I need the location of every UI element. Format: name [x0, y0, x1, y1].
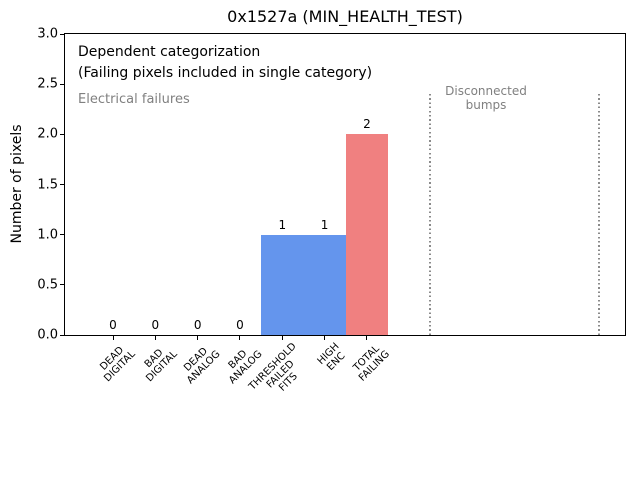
vline-electrical-disconnected-boundary: [429, 94, 432, 335]
bar-value-label: 1: [320, 217, 329, 232]
y-tick-mark: [60, 83, 64, 85]
x-tick-label: TOTAL FAILING: [351, 343, 392, 384]
x-tick-mark: [239, 336, 241, 340]
vline-disconnected-right-boundary: [597, 94, 600, 335]
x-tick-label: DEAD ANALOG: [181, 345, 223, 387]
annotation-dependent-categorization: Dependent categorization: [78, 44, 261, 60]
y-axis-label: Number of pixels: [9, 124, 25, 244]
y-tick-mark: [60, 334, 64, 336]
x-tick-label: HIGH ENC: [315, 341, 348, 374]
y-tick-label: 3.0: [37, 26, 58, 42]
y-tick-label: 1.0: [37, 227, 58, 243]
bar-value-label: 2: [363, 117, 371, 132]
x-tick-mark: [154, 336, 156, 340]
bar-value-label: 1: [278, 217, 287, 232]
bar-value-label: 0: [236, 318, 244, 332]
annotation-electrical-failures: Electrical failures: [78, 92, 190, 107]
x-tick-mark: [197, 336, 199, 340]
annotation-disconnected-bumps: Disconnected bumps: [445, 84, 527, 112]
bar-value-label: 0: [151, 318, 160, 332]
bar: [261, 234, 304, 335]
annotation-disconnected-line2: bumps: [465, 98, 507, 112]
y-tick-mark: [60, 133, 64, 135]
y-tick-label: 1.5: [37, 177, 58, 192]
y-tick-mark: [60, 184, 64, 185]
annotation-failing-pixels-note: (Failing pixels included in single categ…: [78, 65, 373, 81]
y-tick-mark: [60, 284, 64, 286]
y-tick-label: 0.0: [37, 327, 58, 343]
x-tick-mark: [281, 336, 283, 340]
x-tick-label: DEAD DIGITAL: [98, 344, 138, 385]
bar: [345, 134, 389, 335]
y-tick-mark: [60, 33, 64, 35]
y-tick-label: 2.5: [37, 76, 58, 92]
chart-title: 0x1527a (MIN_HEALTH_TEST): [227, 7, 463, 26]
annotation-disconnected-line1: Disconnected: [445, 84, 527, 98]
x-tick-mark: [324, 336, 326, 340]
y-tick-label: 0.5: [37, 277, 58, 293]
x-tick-label: BAD DIGITAL: [142, 347, 180, 385]
bar-value-label: 0: [109, 318, 117, 332]
x-tick-mark: [112, 336, 114, 340]
bar: [303, 234, 346, 335]
x-tick-mark: [366, 336, 368, 340]
y-tick-mark: [60, 234, 64, 236]
y-tick-label: 2.0: [37, 126, 58, 142]
bar-value-label: 0: [193, 318, 202, 332]
